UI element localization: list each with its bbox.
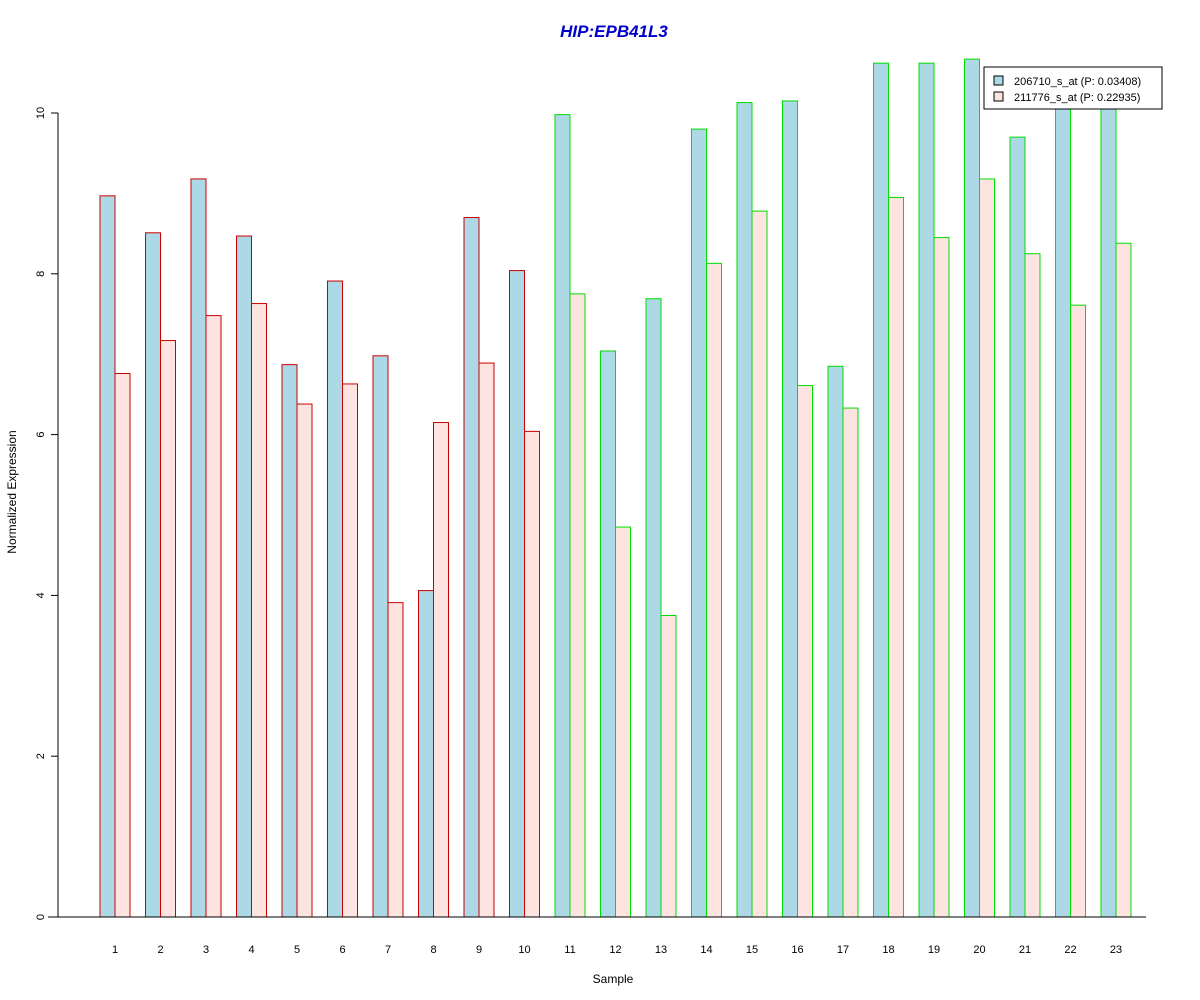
bar-sample-10-series-1 [509,270,525,918]
bar-sample-8-series-2 [433,422,449,918]
bar-sample-3-series-2 [205,315,222,918]
bar-sample-6-series-2 [342,383,358,918]
bar-sample-22-series-2 [1070,304,1086,918]
bar-sample-4-series-2 [251,303,267,918]
x-axis-label: Sample [593,972,634,986]
x-tick-label: 18 [882,944,894,956]
x-tick-label: 13 [655,944,667,956]
bar-sample-13-series-2 [660,615,677,918]
bar-sample-15-series-1 [736,102,753,918]
legend-label-series-2: 211776_s_at (P: 0.22935) [1014,92,1140,104]
x-tick-label: 14 [700,944,712,956]
bar-sample-16-series-2 [797,385,813,918]
y-tick-label: 6 [35,432,47,438]
bar-sample-16-series-1 [782,100,798,918]
chart-title: HIP:EPB41L3 [560,22,668,41]
x-tick-label: 11 [564,944,575,956]
bar-sample-17-series-2 [842,407,859,918]
bar-sample-18-series-2 [888,196,904,918]
legend-box [983,66,1163,110]
bar-sample-5-series-2 [296,403,313,918]
x-tick-label: 1 [112,944,118,956]
bar-sample-7-series-1 [372,355,389,918]
legend-label-series-1: 206710_s_at (P: 0.03408) [1014,76,1141,88]
x-tick-label: 8 [430,944,436,956]
bar-sample-11-series-2 [569,293,586,918]
legend: 206710_s_at (P: 0.03408) 211776_s_at (P:… [983,66,1163,110]
bar-sample-23-series-2 [1115,242,1132,918]
bar-sample-2-series-2 [160,340,176,918]
bar-sample-9-series-2 [478,362,495,918]
bar-sample-10-series-2 [524,430,540,918]
bar-sample-5-series-1 [281,364,298,918]
bar-sample-9-series-1 [463,217,480,918]
bar-sample-7-series-2 [387,602,404,918]
x-tick-label: 15 [746,944,758,956]
y-tick-label: 4 [35,592,47,598]
bar-sample-14-series-2 [706,262,722,918]
legend-swatch-series-2 [993,91,1004,102]
y-tick-label: 8 [35,271,47,277]
bar-sample-18-series-1 [873,62,889,918]
x-tick-label: 6 [339,944,345,956]
bar-sample-11-series-1 [554,114,571,918]
y-tick-label: 2 [35,753,47,759]
x-tick-label: 20 [973,944,985,956]
bars [48,58,1146,918]
bar-sample-1-series-1 [99,195,116,918]
x-tick-label: 2 [157,944,163,956]
x-tick-labels: 1 2 3 4 5 6 7 8 9 10 11 12 13 14 15 16 17 18 19 20 21 22 23 [112,944,1122,956]
bar-sample-15-series-2 [751,210,768,918]
bar-sample-6-series-1 [327,280,343,918]
bar-sample-2-series-1 [145,232,161,918]
bar-sample-21-series-1 [1009,136,1026,918]
x-tick-label: 9 [476,944,482,956]
bar-sample-19-series-1 [918,62,935,918]
y-tick-label: 0 [35,914,47,920]
y-axis-label: Normalized Expression [5,430,19,553]
bar-sample-20-series-2 [979,178,995,918]
bar-sample-22-series-1 [1055,104,1071,918]
x-tick-label: 23 [1110,944,1122,956]
bar-sample-17-series-1 [827,365,844,918]
x-tick-label: 22 [1064,944,1076,956]
legend-swatch-series-1 [993,75,1004,86]
x-tick-label: 10 [518,944,530,956]
bar-sample-8-series-1 [418,590,434,918]
bar-sample-12-series-2 [615,526,631,918]
x-tick-label: 7 [385,944,391,956]
bar-sample-20-series-1 [964,58,980,918]
bar-sample-3-series-1 [190,178,207,918]
x-tick-label: 12 [609,944,621,956]
y-axis: 0 2 4 6 8 10 [35,107,59,920]
bar-sample-14-series-1 [691,128,707,918]
x-tick-label: 21 [1019,944,1031,956]
bar-sample-21-series-2 [1024,253,1041,918]
x-tick-label: 3 [203,944,209,956]
x-tick-label: 17 [837,944,849,956]
bar-sample-12-series-1 [600,350,616,918]
x-tick-label: 16 [791,944,803,956]
x-tick-label: 4 [248,944,254,956]
bar-sample-23-series-1 [1100,104,1117,918]
y-tick-label: 10 [35,107,47,119]
bar-sample-19-series-2 [933,237,950,918]
bar-sample-1-series-2 [114,372,131,918]
x-tick-label: 5 [294,944,300,956]
x-tick-label: 19 [928,944,940,956]
bar-sample-4-series-1 [236,235,252,918]
bar-sample-13-series-1 [645,298,662,918]
